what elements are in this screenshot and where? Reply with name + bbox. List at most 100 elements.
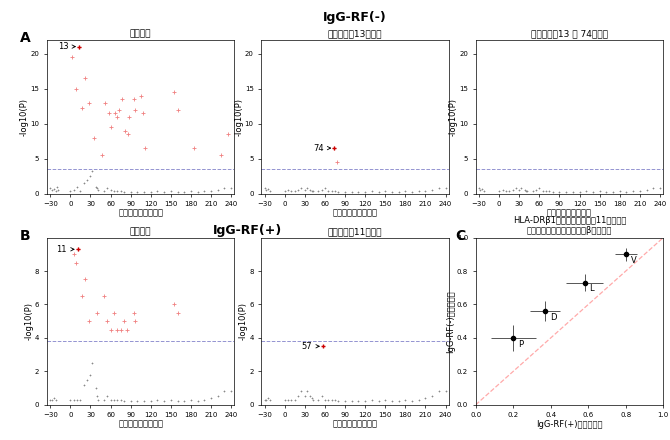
Title: ポジション13で調節: ポジション13で調節: [328, 30, 383, 39]
Point: [265, 396, 275, 403]
Point: [306, 187, 317, 194]
Point: [544, 188, 555, 195]
Point: [514, 187, 525, 194]
Point: [90, 183, 101, 190]
Point: [340, 189, 350, 196]
Point: [46, 396, 57, 403]
Point: [475, 187, 486, 194]
Point: [70, 85, 81, 92]
Point: [105, 187, 116, 194]
Point: [259, 184, 270, 191]
Point: [98, 396, 109, 403]
Y-axis label: IgG-RF(-)群の効果量: IgG-RF(-)群の効果量: [446, 290, 456, 352]
Point: [85, 172, 96, 180]
Point: [296, 184, 307, 191]
Point: [45, 396, 56, 403]
Point: [104, 110, 115, 117]
Point: [521, 187, 531, 194]
Point: [199, 188, 210, 195]
Point: [72, 246, 83, 253]
Point: [263, 186, 273, 193]
Text: 11: 11: [56, 245, 74, 254]
Point: [648, 184, 659, 191]
Y-axis label: -log10(P): -log10(P): [239, 302, 248, 340]
Point: [329, 145, 340, 152]
Point: [132, 189, 143, 196]
Text: B: B: [20, 229, 31, 243]
Point: [393, 398, 404, 405]
Point: [628, 188, 639, 195]
Point: [302, 184, 312, 191]
Point: [186, 396, 196, 403]
Point: [119, 189, 129, 196]
Point: [50, 396, 61, 403]
Text: V: V: [630, 256, 636, 265]
Point: [119, 318, 129, 325]
Point: [634, 187, 645, 194]
Point: [102, 184, 113, 191]
Point: [494, 188, 505, 195]
Point: [139, 398, 149, 405]
Point: [302, 388, 312, 395]
Point: [65, 188, 76, 195]
Point: [427, 393, 438, 400]
Title: ポジション11で調節: ポジション11で調節: [328, 228, 383, 237]
Point: [289, 187, 300, 194]
Point: [655, 184, 665, 191]
Point: [226, 184, 237, 191]
Point: [50, 187, 61, 194]
Point: [72, 183, 82, 190]
Point: [286, 187, 297, 194]
Point: [305, 187, 316, 194]
Point: [112, 113, 123, 120]
Point: [531, 187, 541, 194]
Point: [380, 188, 391, 195]
Point: [614, 188, 625, 195]
Point: [219, 388, 230, 395]
Point: [53, 187, 64, 194]
Text: IgG-RF(-): IgG-RF(-): [323, 11, 387, 24]
Point: [75, 396, 86, 403]
Point: [77, 105, 88, 112]
Point: [169, 301, 180, 308]
Title: 調節なし: 調節なし: [130, 228, 151, 237]
Point: [263, 395, 273, 402]
Point: [323, 188, 334, 195]
Point: [93, 396, 104, 403]
Point: [420, 395, 431, 402]
Point: [165, 396, 176, 403]
X-axis label: アミノ酸ポジション: アミノ酸ポジション: [118, 420, 163, 429]
Point: [74, 43, 84, 50]
Point: [329, 145, 340, 152]
Point: [330, 188, 340, 195]
Point: [102, 393, 113, 400]
Point: [400, 396, 411, 403]
Point: [534, 184, 545, 191]
Point: [74, 43, 84, 50]
Point: [497, 187, 508, 194]
Point: [129, 318, 140, 325]
Point: [68, 187, 79, 194]
Point: [92, 184, 103, 191]
Text: A: A: [20, 31, 31, 45]
Point: [80, 74, 90, 81]
Point: [102, 318, 113, 325]
Point: [333, 398, 344, 405]
Point: [433, 184, 444, 191]
Point: [135, 92, 146, 99]
Point: [289, 396, 300, 403]
Point: [48, 395, 59, 402]
Point: [293, 393, 304, 400]
Point: [75, 187, 86, 194]
Point: [581, 188, 592, 195]
Point: [84, 318, 94, 325]
Point: [112, 396, 123, 403]
Point: [316, 187, 327, 194]
Point: [346, 189, 357, 196]
Point: [306, 395, 317, 402]
Point: [373, 398, 384, 405]
Point: [500, 187, 511, 194]
Point: [113, 106, 124, 113]
Point: [479, 187, 490, 194]
Point: [601, 189, 612, 196]
